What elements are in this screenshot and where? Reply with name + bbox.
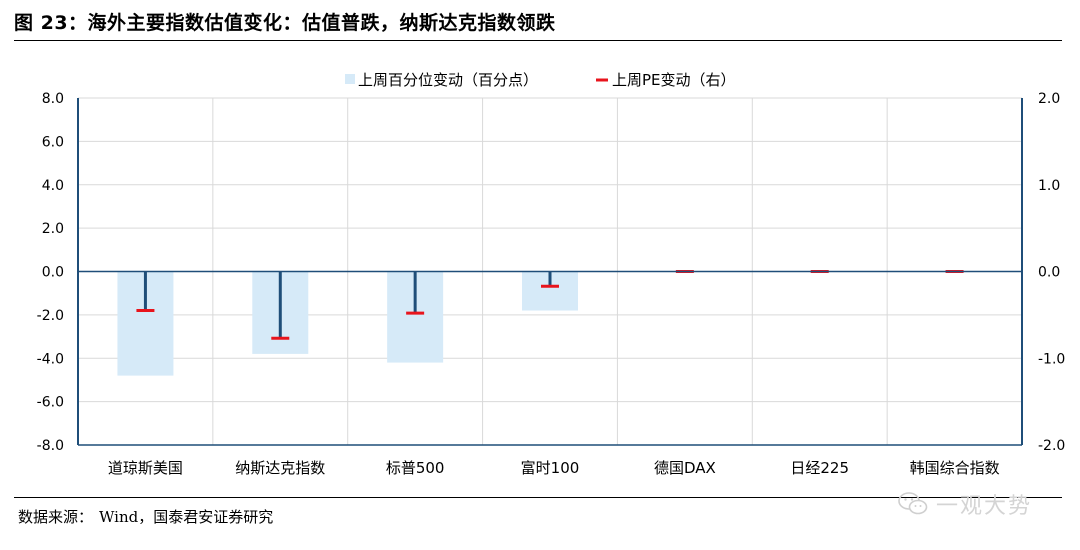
left-tick-label: -4.0 <box>37 351 64 367</box>
left-tick-label: -2.0 <box>37 308 64 324</box>
right-tick-label: 1.0 <box>1038 178 1060 194</box>
category-label: 富时100 <box>521 459 580 477</box>
category-label: 纳斯达克指数 <box>235 459 325 477</box>
source-text: Wind，国泰君安证券研究 <box>99 508 274 526</box>
category-label: 道琼斯美国 <box>108 459 183 477</box>
left-tick-label: 6.0 <box>42 134 64 150</box>
left-axis-ticks: 8.0 6.0 4.0 2.0 0.0 -2.0 -4.0 -6.0 -8.0 <box>37 91 64 454</box>
left-tick-label: -8.0 <box>37 438 64 454</box>
page-title: 图 23：海外主要指数估值变化：估值普跌，纳斯达克指数领跌 <box>14 12 556 34</box>
left-tick-label: 4.0 <box>42 178 64 194</box>
footer-divider <box>14 497 1062 498</box>
chart: 上周百分位变动（百分点） 上周PE变动（右） 8.0 6.0 4.0 2.0 0.0 -2.… <box>37 71 1066 477</box>
category-label: 标普500 <box>386 459 445 477</box>
category-label: 德国DAX <box>654 459 716 477</box>
left-tick-label: 0.0 <box>42 265 64 281</box>
legend: 上周百分位变动（百分点） 上周PE变动（右） <box>345 71 736 89</box>
left-tick-label: 2.0 <box>42 221 64 237</box>
source-note: 数据来源： Wind，国泰君安证券研究 <box>18 506 279 527</box>
axes <box>77 98 1023 446</box>
watermark-text: 一观大势 <box>936 494 1033 519</box>
title-divider <box>14 40 1062 41</box>
legend-label-bar: 上周百分位变动（百分点） <box>358 71 538 89</box>
watermark: 一观大势 <box>898 486 1058 522</box>
right-axis-ticks: 2.0 1.0 0.0 -1.0 -2.0 <box>1038 91 1065 454</box>
left-tick-label: 8.0 <box>42 91 64 107</box>
legend-swatch-bar <box>345 74 355 84</box>
left-tick-label: -6.0 <box>37 395 64 411</box>
wechat-icon <box>898 492 928 515</box>
right-tick-label: 0.0 <box>1038 265 1060 281</box>
source-label: 数据来源： <box>18 508 94 526</box>
right-tick-label: -1.0 <box>1038 351 1065 367</box>
category-labels: 道琼斯美国 纳斯达克指数 标普500 富时100 德国DAX 日经225 韩国综合指数 <box>108 459 1000 477</box>
right-tick-label: 2.0 <box>1038 91 1060 107</box>
category-label: 日经225 <box>790 459 849 477</box>
category-label: 韩国综合指数 <box>910 459 1000 477</box>
legend-label-marker: 上周PE变动（右） <box>612 71 736 89</box>
right-tick-label: -2.0 <box>1038 438 1065 454</box>
